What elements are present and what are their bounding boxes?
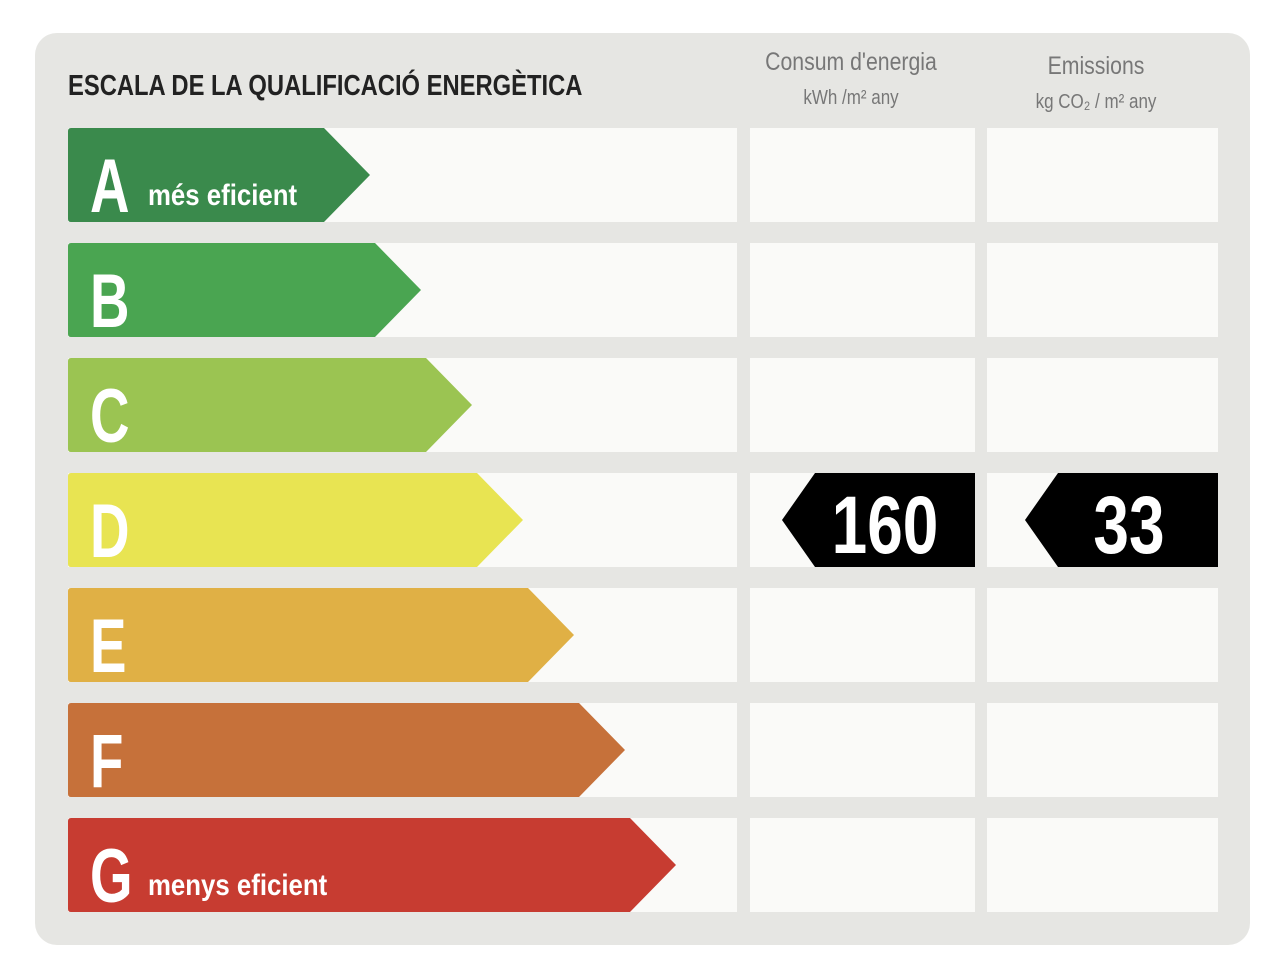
rating-arrow — [68, 473, 523, 567]
title: ESCALA DE LA QUALIFICACIÓ ENERGÈTICA — [68, 69, 582, 102]
rating-letter: C — [90, 374, 130, 459]
energy-value: 160 — [832, 478, 939, 571]
rating-arrow — [68, 588, 574, 682]
emissions-unit: kg CO₂ / m² any — [1036, 90, 1157, 113]
rating-arrow — [68, 358, 472, 452]
rating-letter: B — [90, 259, 130, 344]
energy-cell — [750, 588, 975, 682]
emissions-value: 33 — [1093, 478, 1164, 571]
rating-letter: G — [90, 834, 133, 919]
energy-cell — [750, 128, 975, 222]
emissions-cell — [987, 703, 1218, 797]
emissions-cell — [987, 243, 1218, 337]
rating-letter: A — [90, 144, 130, 229]
rating-letter: D — [90, 489, 130, 574]
emissions-cell — [987, 588, 1218, 682]
rating-label: menys eficient — [148, 868, 327, 901]
emissions-pointer — [1025, 473, 1218, 567]
rating-label: més eficient — [148, 178, 297, 211]
emissions-cell — [987, 818, 1218, 912]
rating-letter: E — [90, 604, 127, 689]
energy-cell — [750, 703, 975, 797]
rating-arrow — [68, 703, 625, 797]
rating-arrow — [68, 128, 370, 222]
emissions-header: Emissions — [1048, 51, 1145, 79]
energy-cell — [750, 358, 975, 452]
energy-header: Consum d'energia — [765, 47, 937, 75]
energy-cell — [750, 818, 975, 912]
emissions-cell — [987, 128, 1218, 222]
energy-unit: kWh /m² any — [803, 86, 899, 109]
energy-cell — [750, 243, 975, 337]
rating-arrow — [68, 243, 421, 337]
rating-arrow — [68, 818, 676, 912]
emissions-cell — [987, 358, 1218, 452]
rating-letter: F — [90, 719, 123, 804]
energy-pointer — [782, 473, 975, 567]
